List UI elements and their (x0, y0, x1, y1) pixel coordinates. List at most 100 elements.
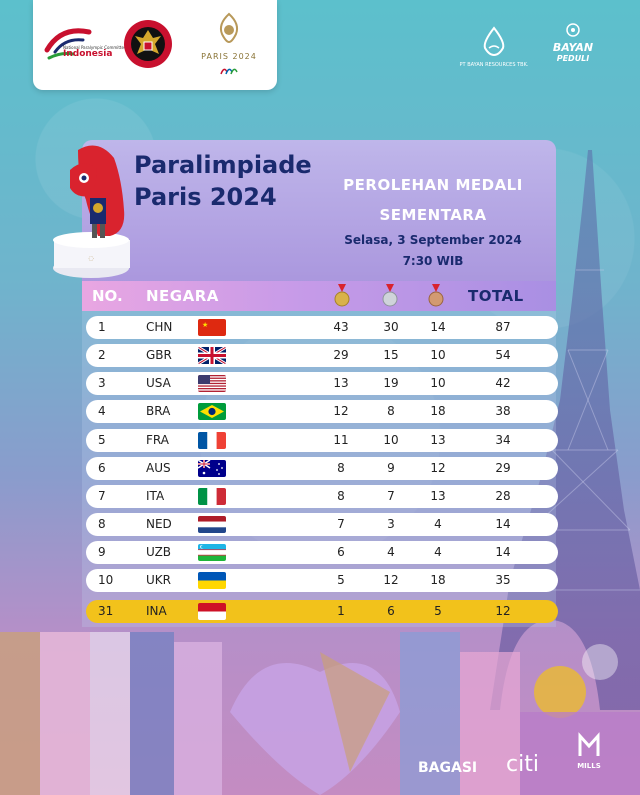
bronze-cell: 10 (430, 376, 446, 390)
gold-cell: 8 (337, 461, 345, 475)
paris-flame-icon (219, 12, 239, 44)
bronze-cell: 12 (430, 461, 446, 475)
indonesia-flag-icon (198, 603, 226, 620)
table-row: 5 FRA 11 10 13 34 (86, 429, 558, 452)
rank-cell: 7 (98, 489, 106, 503)
country-cell: NED (146, 517, 172, 531)
gold-cell: 12 (333, 404, 349, 418)
table-row: 6 AUS 8 9 12 29 (86, 457, 558, 480)
bronze-medal-icon (428, 284, 444, 307)
china-flag-icon: ★ (198, 319, 226, 336)
rank-cell: 4 (98, 404, 106, 418)
table-row: 7 ITA 8 7 13 28 (86, 485, 558, 508)
total-cell: 54 (495, 348, 511, 362)
italy-flag-icon (198, 488, 226, 505)
bronze-cell: 4 (434, 517, 442, 531)
bronze-cell: 14 (430, 320, 446, 334)
rank-cell: 3 (98, 376, 106, 390)
total-cell: 38 (495, 404, 511, 418)
bottom-decoration (0, 632, 640, 795)
garuda-national-team-logo (124, 20, 172, 68)
title-line2: Paris 2024 (134, 183, 277, 211)
gold-cell: 11 (333, 433, 349, 447)
silver-cell: 9 (387, 461, 395, 475)
rank-cell: 2 (98, 348, 106, 362)
gold-cell: 7 (337, 517, 345, 531)
title-card (82, 140, 556, 292)
total-cell: 14 (495, 545, 511, 559)
table-row: 8 NED 7 3 4 14 (86, 513, 558, 536)
gold-cell: 1 (337, 604, 345, 618)
total-cell: 35 (495, 573, 511, 587)
gold-cell: 8 (337, 489, 345, 503)
mills-logo: MILLS (572, 732, 606, 770)
paralympic-agitos-icon (220, 68, 238, 75)
total-cell: 42 (495, 376, 511, 390)
silver-cell: 19 (383, 376, 399, 390)
silver-cell: 3 (387, 517, 395, 531)
silver-cell: 4 (387, 545, 395, 559)
country-cell: FRA (146, 433, 169, 447)
ukraine-flag-icon (198, 572, 226, 589)
gold-cell: 43 (333, 320, 349, 334)
title-line1: Paralimpiade (134, 151, 312, 179)
table-row: 3 USA 13 19 10 42 (86, 372, 558, 395)
country-cell: BRA (146, 404, 171, 418)
silver-cell: 15 (383, 348, 399, 362)
subtitle-line2: SEMENTARA (379, 206, 487, 224)
total-cell: 12 (495, 604, 511, 618)
table-row: 31 INA 1 6 5 12 (86, 600, 558, 623)
bronze-cell: 18 (430, 573, 446, 587)
netherlands-flag-icon (198, 516, 226, 533)
table-row: 1 CHN 43 30 14 87 ★ (86, 316, 558, 339)
bayan-peduli-icon (566, 23, 580, 37)
citi-logo: citi (506, 752, 539, 777)
silver-cell: 12 (383, 573, 399, 587)
npc-indonesia-logo (44, 28, 92, 60)
gold-cell: 5 (337, 573, 345, 587)
date-label: Selasa, 3 September 2024 (344, 233, 522, 247)
total-cell: 28 (495, 489, 511, 503)
total-cell: 29 (495, 461, 511, 475)
header-total: TOTAL (468, 287, 524, 305)
usa-flag-icon (198, 375, 226, 392)
total-cell: 87 (495, 320, 511, 334)
australia-flag-icon (198, 460, 226, 477)
table-row: 9 UZB 6 4 4 14 (86, 541, 558, 564)
rank-cell: 10 (98, 573, 114, 587)
phryge-mascot-illustration: ◌ (53, 145, 130, 278)
paris-2024-logo: PARIS 2024 (189, 12, 269, 78)
total-cell: 14 (495, 517, 511, 531)
uk-flag-icon (198, 347, 226, 364)
rank-cell: 31 (98, 604, 114, 618)
silver-cell: 10 (383, 433, 399, 447)
water-drop-icon (483, 26, 505, 57)
silver-medal-icon (382, 284, 398, 307)
table-row: 10 UKR 5 12 18 35 (86, 569, 558, 592)
country-cell: CHN (146, 320, 173, 334)
bayan-peduli-logo: BAYAN PEDULI (540, 22, 606, 72)
silver-cell: 8 (387, 404, 395, 418)
silver-cell: 30 (383, 320, 399, 334)
rank-cell: 1 (98, 320, 106, 334)
time-label: 7:30 WIB (402, 254, 464, 268)
bronze-cell: 13 (430, 433, 446, 447)
bronze-cell: 5 (434, 604, 442, 618)
header-country: NEGARA (146, 287, 219, 305)
bronze-cell: 10 (430, 348, 446, 362)
table-row: 2 GBR 29 15 10 54 (86, 344, 558, 367)
bagasi-logo: BAGASI (418, 760, 478, 776)
table-row: 4 BRA 12 8 18 38 (86, 400, 558, 423)
country-cell: INA (146, 604, 167, 618)
bayan-resources-logo: PT BAYAN RESOURCES TBK. (454, 26, 534, 74)
country-cell: GBR (146, 348, 172, 362)
country-cell: ITA (146, 489, 165, 503)
uzbekistan-flag-icon (198, 544, 226, 561)
header-logo-panel: National Paralympic Committee of Indones… (33, 0, 277, 90)
country-cell: UZB (146, 545, 172, 559)
mills-m-icon (578, 732, 600, 756)
rank-cell: 6 (98, 461, 106, 475)
country-cell: AUS (146, 461, 171, 475)
country-cell: USA (146, 376, 171, 390)
rank-cell: 8 (98, 517, 106, 531)
